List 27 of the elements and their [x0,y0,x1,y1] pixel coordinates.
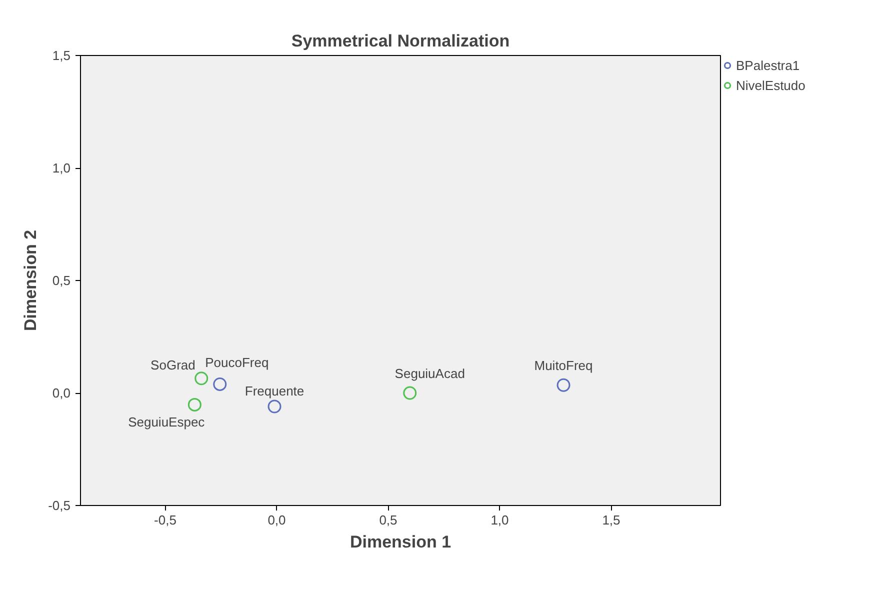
annotation: SeguiuEspec [128,414,206,430]
point [188,398,202,412]
annotation: MuitoFreq [534,358,593,374]
point [556,378,570,392]
x-axis-title: Dimension 1 [350,532,452,552]
chart-title: Symmetrical Normalization [291,32,510,50]
x-tick-label: 1,0 [490,512,509,528]
annotation: Frequente [244,384,304,398]
y-tick-label: 0,0 [52,386,71,400]
legend-label: NivelEstudo [736,78,806,92]
legend-label: BPalestra1 [736,58,800,72]
x-tick-label: 0,5 [379,512,398,528]
annotation: PoucoFreq [205,355,269,370]
x-tick-label: 0,0 [268,512,286,528]
point [268,400,282,414]
y-tick-label: 0,5 [52,273,71,288]
x-tick-label: 1,5 [602,512,620,528]
point [213,377,227,391]
annotation: SoGrad [150,357,196,372]
point [194,372,208,386]
annotation: SeguiuAcad [394,366,465,381]
x-tick-label: -0,5 [154,512,176,528]
y-axis-title: Dimension 2 [21,230,40,332]
y-tick-label: 1,5 [52,48,71,63]
y-tick-label: 1,0 [52,160,71,176]
y-tick-label: -0,5 [48,498,71,513]
point [403,386,417,400]
